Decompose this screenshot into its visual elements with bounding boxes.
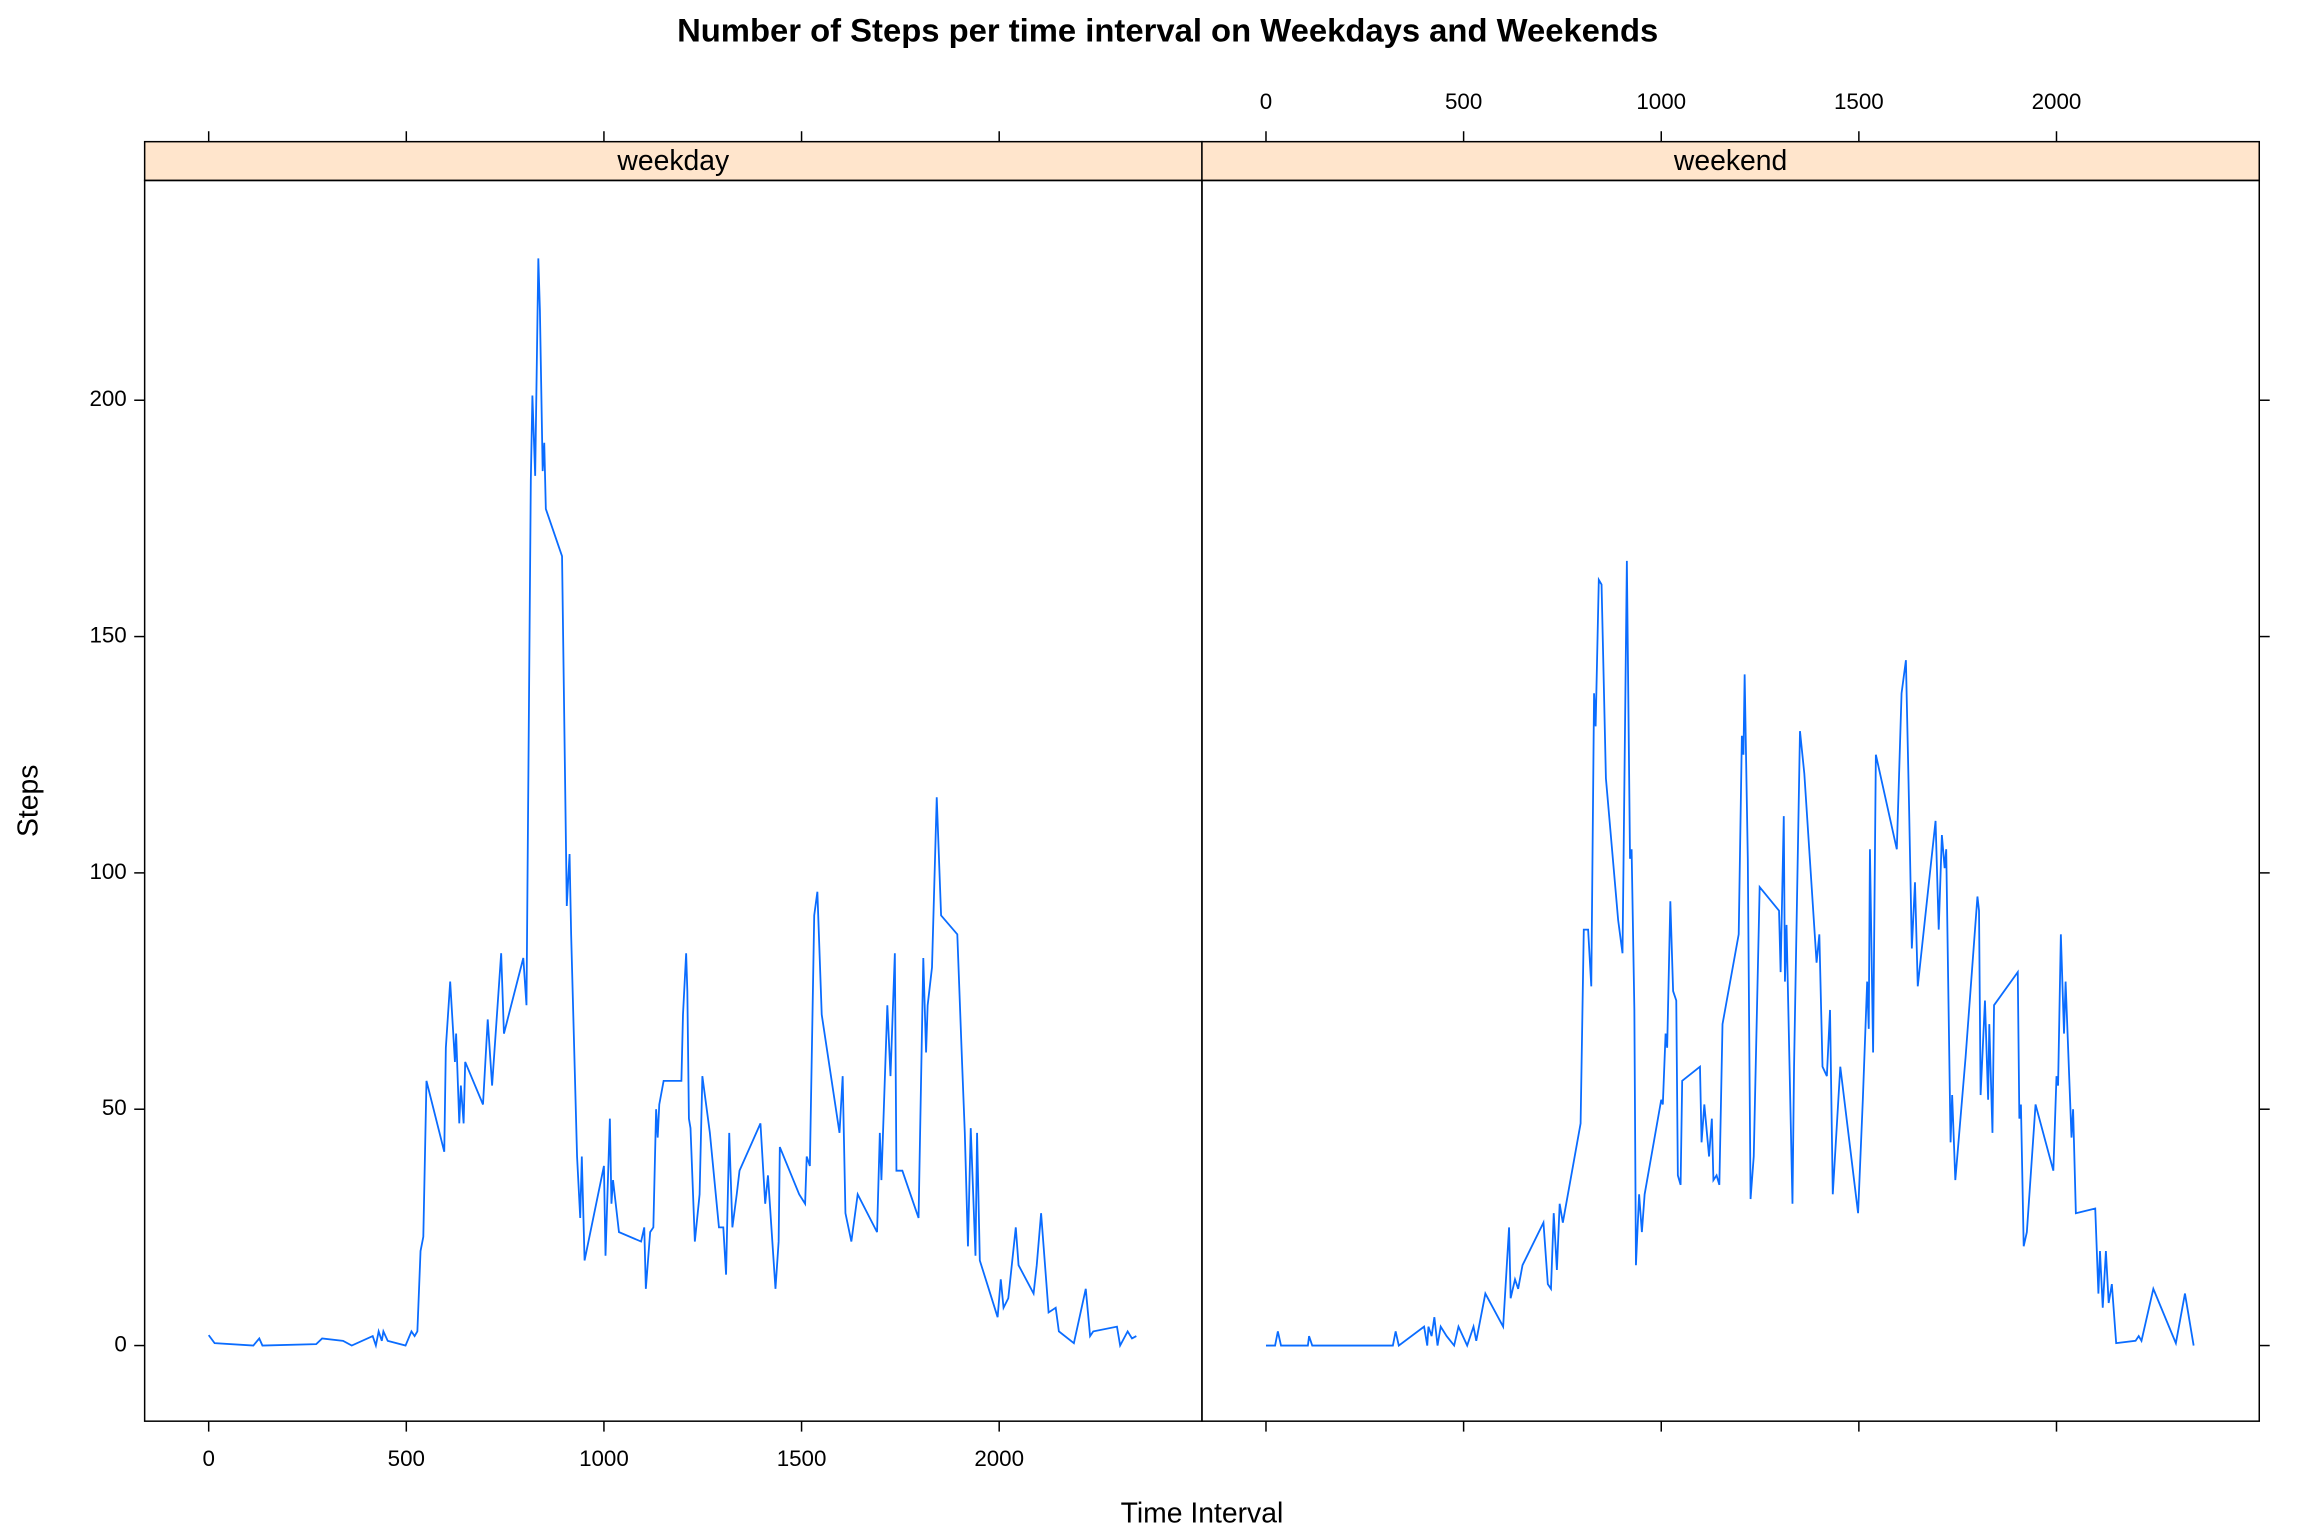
data-line xyxy=(207,258,1137,1350)
x-tick-label: 500 xyxy=(388,1446,425,1471)
x-axis-label: Time Interval xyxy=(1121,1498,1284,1530)
strip-label: weekday xyxy=(616,145,730,177)
y-tick-label: 50 xyxy=(102,1095,127,1120)
x-tick-label: 1000 xyxy=(1636,89,1686,114)
y-tick-label: 0 xyxy=(114,1331,126,1356)
x-tick-label: 1500 xyxy=(1834,89,1884,114)
y-tick-label: 100 xyxy=(89,859,126,884)
y-tick-label: 200 xyxy=(89,386,126,411)
x-tick-label: 2000 xyxy=(2032,89,2082,114)
x-tick-label: 500 xyxy=(1445,89,1482,114)
chart-title: Number of Steps per time interval on Wee… xyxy=(677,11,1658,48)
x-tick-label: 2000 xyxy=(974,1446,1024,1471)
x-tick-label: 0 xyxy=(1260,89,1272,114)
data-line xyxy=(1265,560,2195,1348)
strip xyxy=(1201,140,2261,182)
strip-label: weekend xyxy=(1673,145,1787,177)
y-axis-label: Steps xyxy=(12,765,44,837)
x-tick-label: 0 xyxy=(202,1446,214,1471)
x-tick-label: 1000 xyxy=(579,1446,629,1471)
panel xyxy=(1201,179,2261,1422)
x-tick-label: 1500 xyxy=(777,1446,827,1471)
y-tick-label: 150 xyxy=(89,622,126,647)
strip xyxy=(143,140,1203,182)
